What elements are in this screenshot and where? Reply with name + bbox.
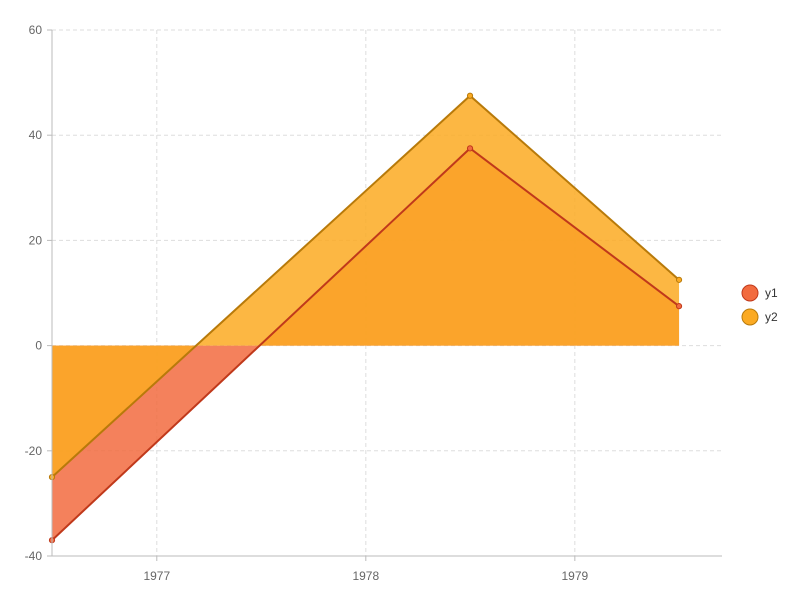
point-y2 bbox=[675, 276, 683, 283]
point-y2 bbox=[466, 92, 474, 99]
area-y2 bbox=[52, 95, 680, 478]
legend: y1 y2 bbox=[741, 284, 778, 326]
legend-label-y1: y1 bbox=[765, 286, 778, 300]
y-tick-label: -20 bbox=[25, 444, 43, 458]
x-tick-label: 1978 bbox=[352, 569, 379, 583]
series-points bbox=[48, 92, 683, 544]
y-tick-label: -40 bbox=[25, 549, 43, 563]
axes: -40 -20 0 20 40 60 1977 1978 1979 bbox=[25, 23, 722, 583]
legend-marker-y2 bbox=[741, 308, 759, 326]
y-tick-label: 0 bbox=[35, 339, 42, 353]
y-tick-label: 20 bbox=[29, 233, 43, 247]
y-tick-label: 60 bbox=[29, 23, 43, 37]
y-tick-label: 40 bbox=[29, 128, 43, 142]
x-tick-label: 1979 bbox=[561, 569, 588, 583]
legend-marker-y1 bbox=[741, 284, 759, 302]
point-y1 bbox=[675, 303, 683, 310]
legend-label-y2: y2 bbox=[765, 310, 778, 324]
series-areas bbox=[52, 95, 680, 541]
point-y1 bbox=[466, 145, 474, 152]
x-tick-label: 1977 bbox=[143, 569, 170, 583]
